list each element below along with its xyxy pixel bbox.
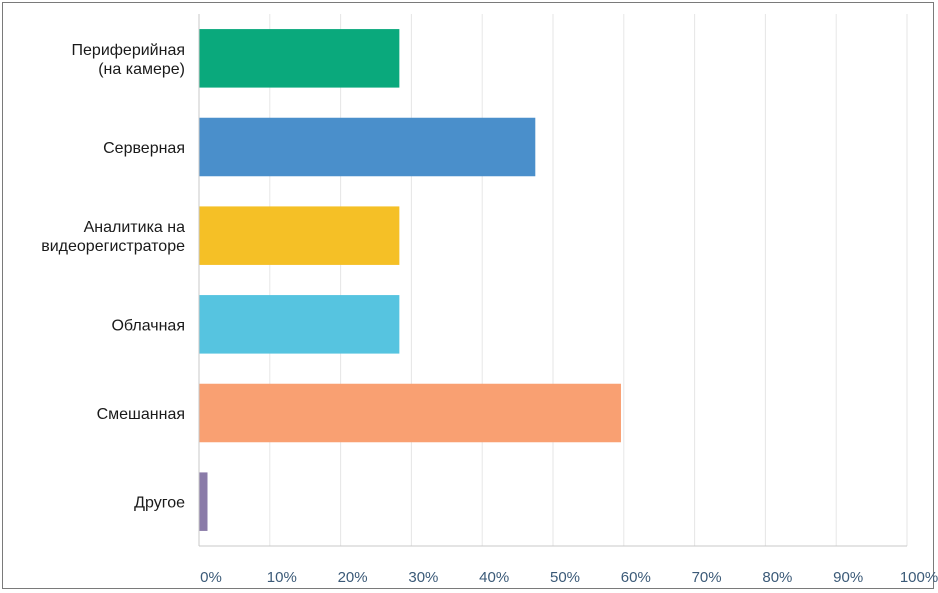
category-label: Другое	[134, 495, 185, 512]
category-label: Периферийная (на камере)	[72, 42, 185, 78]
x-tick-label: 80%	[762, 569, 792, 586]
x-tick-label: 60%	[621, 569, 651, 586]
bar	[199, 29, 400, 88]
bar	[199, 206, 400, 265]
x-tick-label: 10%	[267, 569, 297, 586]
category-labels: Периферийная (на камере) Серверная Аналитик…	[41, 42, 185, 512]
bars	[199, 29, 621, 531]
bar	[199, 295, 400, 354]
category-label-line: Периферийная	[72, 42, 185, 59]
category-label-line: Аналитика на	[84, 219, 185, 236]
category-label-line: Облачная	[111, 317, 185, 334]
gridlines	[269, 14, 908, 546]
category-label: Аналитика на видеорегистраторе	[41, 219, 185, 255]
x-tick-label: 30%	[408, 569, 438, 586]
category-label-line: видеорегистраторе	[41, 238, 185, 255]
tick-labels: 0% 10% 20% 30% 40% 50% 60% 70% 80% 90% 100%	[200, 569, 938, 586]
category-label: Серверная	[103, 140, 185, 157]
bar	[199, 472, 208, 531]
category-label-line: Другое	[134, 495, 185, 512]
category-label-line: Серверная	[103, 140, 185, 157]
category-label: Смешанная	[97, 406, 185, 423]
x-tick-label: 100%	[900, 569, 938, 586]
x-tick-label: 90%	[833, 569, 863, 586]
x-tick-label: 20%	[338, 569, 368, 586]
x-tick-label: 40%	[479, 569, 509, 586]
category-label: Облачная	[111, 317, 185, 334]
x-tick-label: 70%	[692, 569, 722, 586]
axes	[198, 14, 907, 547]
x-tick-label: 50%	[550, 569, 580, 586]
category-label-line: Смешанная	[97, 406, 185, 423]
bar	[199, 383, 621, 443]
x-tick-label: 0%	[200, 569, 222, 586]
bar	[199, 117, 536, 177]
category-label-line: (на камере)	[98, 61, 185, 78]
